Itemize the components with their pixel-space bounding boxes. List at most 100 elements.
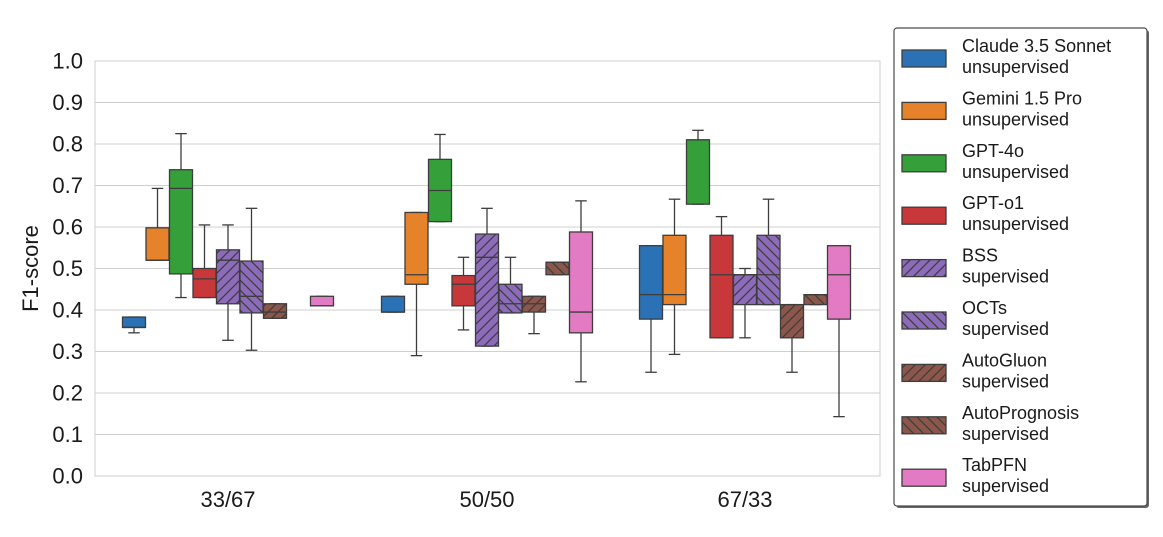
y-tick-label: 0.4 [52, 298, 83, 323]
x-tick-label: 33/67 [200, 487, 255, 512]
box-body [121, 316, 147, 329]
y-tick-label: 0.0 [52, 464, 83, 489]
box-body [732, 274, 758, 306]
box-body [262, 303, 288, 319]
box-body [638, 245, 664, 320]
legend-label: GPT-o1 [962, 193, 1024, 213]
box-body [826, 245, 852, 320]
legend-label: OCTs [962, 298, 1007, 318]
box-gpt-o1-33-67 [192, 224, 217, 299]
legend-label: Claude 3.5 Sonnet [962, 36, 1111, 56]
box-body [474, 233, 500, 347]
box-gemini-1-5-pro-67-33 [662, 198, 687, 356]
box-body [662, 234, 687, 306]
box-body [192, 267, 217, 299]
legend-label: AutoGluon [962, 350, 1047, 370]
legend-swatch [901, 363, 947, 383]
plot-frame [94, 60, 881, 477]
box-body [685, 139, 711, 205]
box-gpt-4o-33-67 [168, 132, 194, 299]
box-body [498, 283, 523, 314]
box-bss-33-67 [215, 224, 241, 341]
box-octs-50-50 [498, 256, 523, 314]
y-axis-label: F1-score [18, 225, 43, 312]
legend-sublabel: supervised [962, 476, 1049, 496]
legend-swatch [901, 206, 947, 225]
box-body [168, 169, 194, 275]
box-body [756, 234, 781, 306]
box-autoprognosis-50-50 [545, 261, 570, 276]
box-body [451, 274, 476, 307]
box-gpt-4o-50-50 [427, 133, 453, 223]
box-gemini-1-5-pro-50-50 [404, 211, 429, 357]
box-body [709, 234, 734, 339]
legend-label: Gemini 1.5 Pro [962, 88, 1082, 108]
box-tabpfn-33-67 [309, 295, 335, 307]
box-claude-3-5-sonnet-33-67 [121, 316, 147, 334]
legend-label: GPT-4o [962, 141, 1024, 161]
box-body [545, 261, 570, 276]
legend-frame [893, 27, 1148, 507]
legend-swatch [901, 154, 947, 173]
box-gpt-o1-67-33 [709, 215, 734, 339]
box-claude-3-5-sonnet-67-33 [638, 245, 664, 373]
box-autogluon-67-33 [779, 303, 805, 373]
box-octs-67-33 [756, 198, 781, 306]
box-gpt-4o-67-33 [685, 129, 711, 205]
y-tick-label: 0.2 [52, 381, 83, 406]
y-tick-label: 0.1 [52, 422, 83, 447]
box-autoprognosis-67-33 [803, 293, 828, 306]
x-tick-label: 50/50 [459, 487, 514, 512]
box-body [568, 231, 594, 334]
legend-swatch [901, 258, 947, 278]
legend-swatch [901, 311, 947, 330]
y-tick-label: 0.5 [52, 256, 83, 281]
x-tick-label: 67/33 [717, 487, 772, 512]
y-tick-label: 0.9 [52, 90, 83, 115]
box-body [215, 249, 241, 305]
box-body [145, 227, 170, 261]
legend-sublabel: supervised [962, 319, 1049, 339]
box-tabpfn-67-33 [826, 245, 852, 418]
legend-label: BSS [962, 246, 998, 266]
axes: 0.0 0.1 0.2 0.3 0.4 0.5 0.6 0.7 0.8 0.9 1.0 33/67 50… [18, 49, 881, 512]
legend-label: TabPFN [962, 455, 1027, 475]
box-tabpfn-50-50 [568, 200, 594, 383]
legend-sublabel: unsupervised [962, 162, 1069, 182]
legend-sublabel: supervised [962, 267, 1049, 287]
legend-sublabel: unsupervised [962, 109, 1069, 129]
legend-sublabel: supervised [962, 424, 1049, 444]
y-tick-label: 0.3 [52, 339, 83, 364]
box-claude-3-5-sonnet-50-50 [380, 295, 406, 313]
legend-swatch [901, 416, 947, 435]
legend-label: AutoPrognosis [962, 403, 1079, 423]
box-body [404, 211, 429, 285]
y-tick-label: 0.8 [52, 132, 83, 157]
legend-swatch [901, 468, 947, 487]
box-body [779, 303, 805, 339]
legend-sublabel: supervised [962, 371, 1049, 391]
y-tick-label: 0.6 [52, 215, 83, 240]
box-autogluon-33-67 [262, 303, 288, 319]
legend-swatch [901, 101, 947, 121]
plot-area [95, 60, 880, 477]
y-tick-label: 1.0 [52, 49, 83, 74]
y-tick-label: 0.7 [52, 173, 83, 198]
box-body [309, 295, 335, 307]
legend-sublabel: unsupervised [962, 57, 1069, 77]
box-body [380, 295, 406, 313]
legend-swatch [901, 49, 947, 68]
legend-sublabel: unsupervised [962, 214, 1069, 234]
box-octs-33-67 [239, 207, 264, 351]
